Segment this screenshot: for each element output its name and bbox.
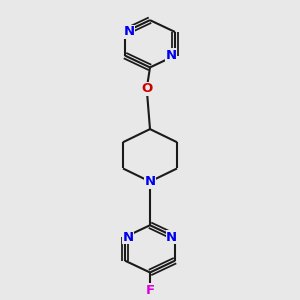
Text: O: O bbox=[141, 82, 152, 95]
Text: N: N bbox=[166, 230, 177, 244]
Text: N: N bbox=[123, 26, 134, 38]
Text: N: N bbox=[166, 49, 177, 62]
Text: N: N bbox=[123, 230, 134, 244]
Text: N: N bbox=[144, 175, 156, 188]
Text: F: F bbox=[146, 284, 154, 297]
